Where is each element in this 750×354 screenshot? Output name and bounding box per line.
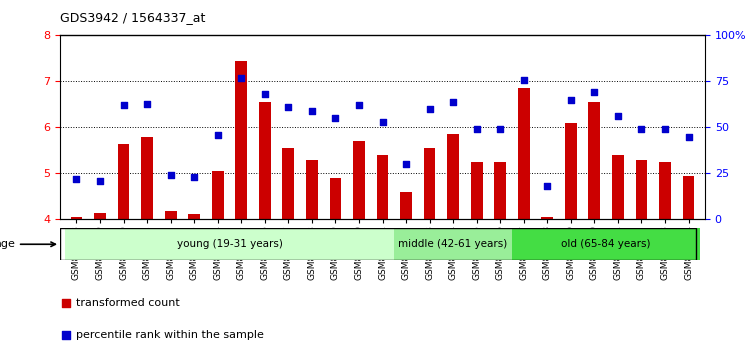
Bar — [376, 155, 388, 219]
Bar — [165, 211, 176, 219]
Text: percentile rank within the sample: percentile rank within the sample — [76, 330, 264, 339]
Bar — [512, 228, 700, 260]
Text: old (65-84 years): old (65-84 years) — [562, 239, 651, 249]
Point — [400, 161, 412, 167]
Bar — [329, 178, 341, 219]
Bar — [471, 162, 482, 219]
Point — [447, 99, 459, 104]
Point — [118, 103, 130, 108]
Bar — [141, 137, 153, 219]
Bar — [94, 212, 106, 219]
Point — [211, 132, 223, 138]
Point — [236, 75, 248, 81]
Point — [306, 108, 318, 114]
Point — [353, 103, 365, 108]
Bar — [283, 148, 294, 219]
Point — [329, 115, 341, 121]
Point — [542, 183, 554, 189]
Point — [494, 126, 506, 132]
Point — [682, 134, 694, 139]
Bar — [64, 228, 395, 260]
Point — [565, 97, 577, 103]
Point — [588, 90, 600, 95]
Bar — [589, 102, 600, 219]
Bar — [565, 123, 577, 219]
Point — [70, 176, 82, 182]
Point — [635, 126, 647, 132]
Bar — [353, 141, 364, 219]
Point — [188, 174, 200, 180]
Point — [165, 172, 177, 178]
Point — [94, 178, 106, 184]
Bar — [400, 192, 412, 219]
Bar — [236, 61, 248, 219]
Bar — [659, 162, 670, 219]
Bar — [635, 160, 647, 219]
Bar — [394, 228, 512, 260]
Bar — [118, 143, 130, 219]
Point — [612, 114, 624, 119]
Bar — [542, 217, 554, 219]
Bar — [70, 217, 82, 219]
Text: GDS3942 / 1564337_at: GDS3942 / 1564337_at — [60, 11, 206, 24]
Point — [471, 126, 483, 132]
Text: age: age — [0, 239, 56, 249]
Text: middle (42-61 years): middle (42-61 years) — [398, 239, 508, 249]
Point — [259, 91, 271, 97]
Bar — [188, 214, 200, 219]
Text: young (19-31 years): young (19-31 years) — [176, 239, 283, 249]
Bar — [682, 176, 694, 219]
Bar — [494, 162, 506, 219]
Bar — [259, 102, 271, 219]
Point — [424, 106, 436, 112]
Point — [376, 119, 388, 125]
Bar — [612, 155, 624, 219]
Bar — [518, 88, 530, 219]
Point — [282, 104, 294, 110]
Text: transformed count: transformed count — [76, 298, 180, 308]
Point — [659, 126, 671, 132]
Bar — [447, 135, 459, 219]
Bar — [424, 148, 436, 219]
Point — [435, 135, 447, 141]
Point — [141, 101, 153, 106]
Bar — [306, 160, 318, 219]
Bar — [211, 171, 223, 219]
Point — [518, 77, 530, 82]
